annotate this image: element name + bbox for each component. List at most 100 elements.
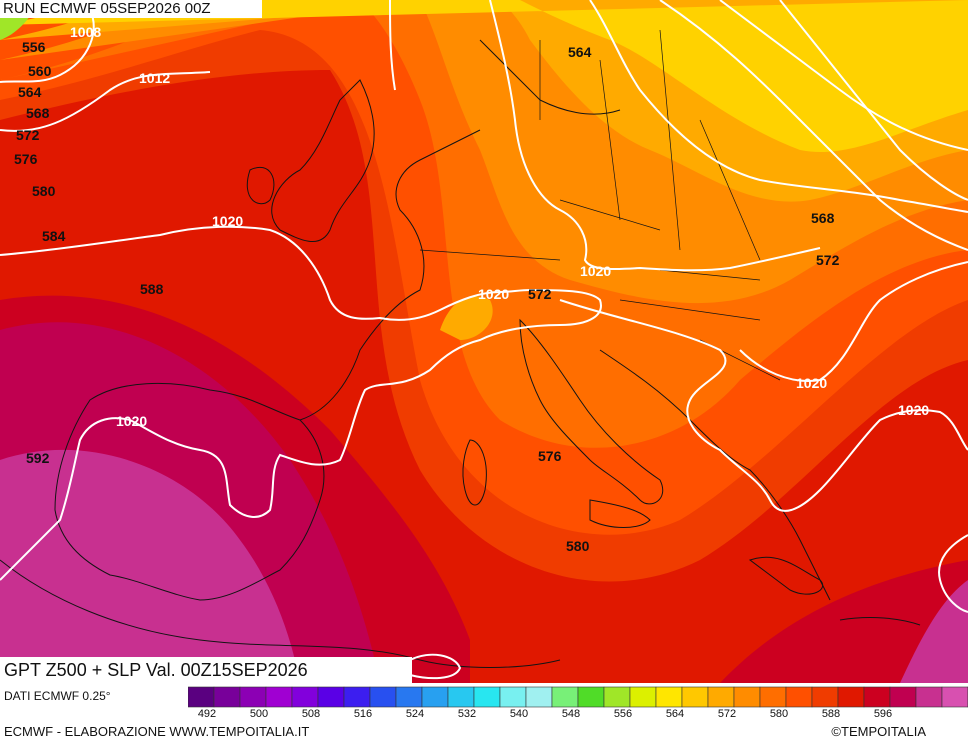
greece-coast [748, 556, 823, 595]
map-title: GPT Z500 + SLP Val. 00Z15SEP2026 [0, 657, 412, 683]
scale-tick-label: 492 [197, 708, 217, 720]
scale-tick-label: 532 [457, 708, 477, 720]
scale-swatch [889, 686, 917, 708]
isobar-1012 [0, 71, 211, 132]
gpt-label: 576 [538, 448, 562, 464]
gpt-band-560 [0, 0, 968, 152]
scale-swatch [837, 686, 865, 708]
crete-coast [839, 617, 921, 626]
isobar-1020-south [559, 299, 968, 512]
scale-tick-label: 548 [561, 708, 581, 720]
scale-swatch [707, 686, 735, 708]
scale-swatch [525, 686, 553, 708]
slp-label: 1020 [478, 286, 509, 302]
data-source-label: DATI ECMWF 0.25° [4, 689, 111, 703]
scale-swatch [499, 686, 527, 708]
isobar-1008 [0, 9, 95, 83]
isobars-group [0, 0, 968, 680]
elaboration-label: ECMWF - ELABORAZIONE WWW.TEMPOITALIA.IT [4, 724, 310, 739]
isobar-1020-west [0, 225, 602, 581]
slp-label: 1020 [212, 213, 243, 229]
gpt-label: 556 [22, 39, 46, 55]
isobar-north [589, 0, 968, 213]
scale-swatch [421, 686, 449, 708]
slp-labels-group: 1008 1012 1020 1020 1020 1020 1020 1020 [70, 24, 929, 429]
scale-swatch [655, 686, 683, 708]
scale-swatch [577, 686, 605, 708]
country-borders [419, 29, 781, 381]
slp-label: 1020 [796, 375, 827, 391]
gpt-label: 564 [568, 44, 592, 60]
gpt-label: 572 [816, 252, 840, 268]
scale-swatch [239, 686, 267, 708]
scale-swatch [941, 686, 968, 708]
scale-tick-label: 588 [821, 708, 841, 720]
gpt-pocket-alps [440, 296, 493, 340]
gpt-band-596 [0, 449, 300, 683]
gpt-label: 560 [28, 63, 52, 79]
france-coast [299, 129, 481, 421]
gpt-label: 568 [811, 210, 835, 226]
footer: DATI ECMWF 0.25° 492 500 508 516 524 532 540 54… [0, 683, 968, 745]
britain-coast [271, 79, 375, 243]
scale-swatch [551, 686, 579, 708]
slp-label: 1020 [898, 402, 929, 418]
scale-swatch [733, 686, 761, 708]
north-africa-coast [0, 559, 561, 668]
ireland-coast [246, 166, 275, 205]
isobar-ne-a [659, 0, 968, 251]
gpt-label: 584 [42, 228, 66, 244]
gpt-label: 588 [140, 281, 164, 297]
scale-tick-label: 580 [769, 708, 789, 720]
copyright-label: ©TEMPOITALIA [831, 724, 926, 739]
isobar-africa [409, 653, 462, 680]
gpt-label: 568 [26, 105, 50, 121]
gpt-labels-group: 556 560 564 568 572 576 580 584 588 592 … [14, 39, 840, 554]
scale-tick-label: 516 [353, 708, 373, 720]
isobar-top-a [389, 0, 396, 91]
isobar-se [938, 534, 968, 613]
scale-swatch [188, 686, 215, 708]
scale-swatch [473, 686, 501, 708]
scale-tick-label: 540 [509, 708, 529, 720]
sardinia-coast [462, 439, 487, 506]
slp-label: 1020 [116, 413, 147, 429]
scale-swatch [343, 686, 371, 708]
isobar-ne-c [719, 0, 968, 151]
gpt-label: 580 [32, 183, 56, 199]
iberia-coast [54, 382, 325, 601]
scale-swatch [915, 686, 943, 708]
slp-label: 1020 [580, 263, 611, 279]
scale-swatch [447, 686, 475, 708]
scale-swatch [291, 686, 319, 708]
scale-tick-label: 596 [873, 708, 893, 720]
gpt-label: 592 [26, 450, 50, 466]
isobar-ne-b [779, 0, 968, 201]
gpt-label: 564 [18, 84, 42, 100]
gpt-label: 572 [528, 286, 552, 302]
scale-swatch [863, 686, 891, 708]
coastlines-group [0, 29, 921, 668]
isobar-1020-east [739, 261, 968, 382]
gpt-band-592-east [900, 580, 968, 683]
slp-label: 1012 [139, 70, 170, 86]
scale-swatch [603, 686, 631, 708]
scale-swatch [811, 686, 839, 708]
scale-tick-label: 500 [249, 708, 269, 720]
scale-swatch [265, 686, 293, 708]
scale-tick-label: 524 [405, 708, 425, 720]
italy-coast [519, 318, 663, 505]
scale-swatch [213, 686, 241, 708]
scale-tick-label: 564 [665, 708, 685, 720]
scale-tick-label: 572 [717, 708, 737, 720]
scale-tick-label: 508 [301, 708, 321, 720]
scale-swatch [681, 686, 709, 708]
color-scale-bar [188, 686, 968, 708]
gpt-label: 572 [16, 127, 40, 143]
weather-map: 556 560 564 568 572 576 580 584 588 592 … [0, 0, 968, 683]
balkans-coast [599, 349, 831, 601]
sicily-coast [589, 499, 651, 528]
map-canvas: 556 560 564 568 572 576 580 584 588 592 … [0, 0, 968, 683]
scale-swatch [395, 686, 423, 708]
scale-tick-label: 556 [613, 708, 633, 720]
